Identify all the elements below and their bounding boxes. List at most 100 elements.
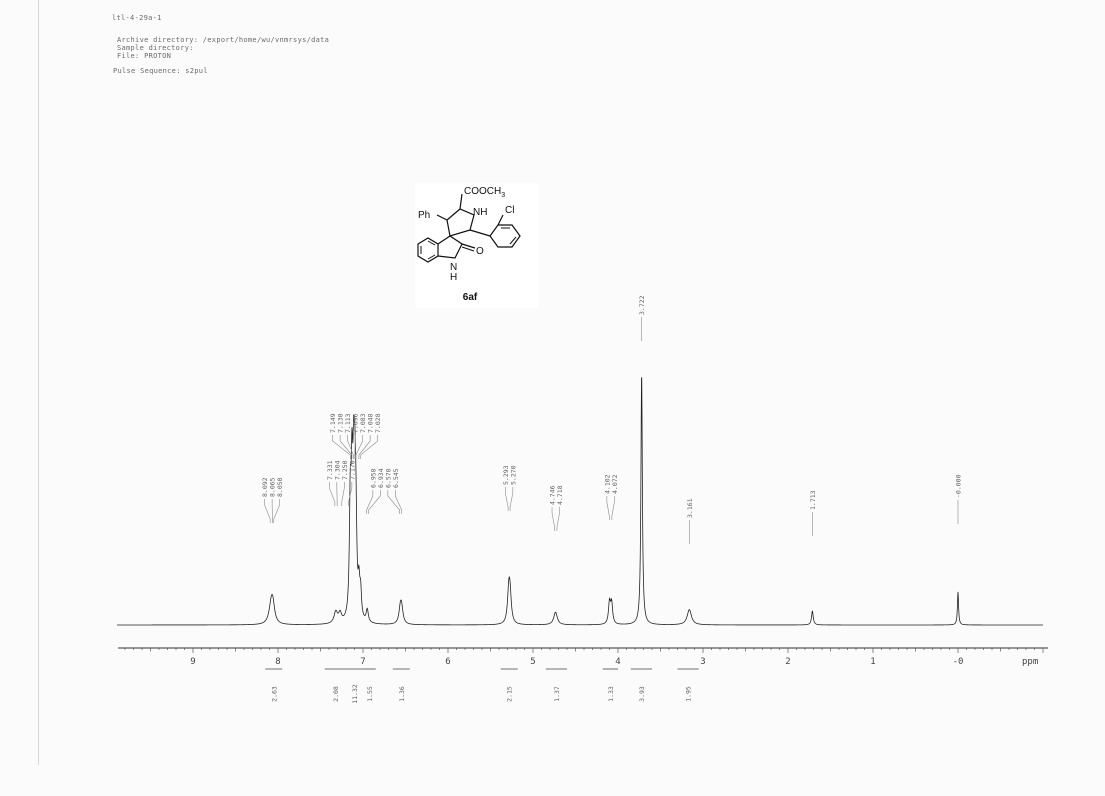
peak-connector — [264, 499, 271, 523]
peak-connector — [551, 507, 555, 531]
peak-label: 4.746 — [549, 485, 557, 505]
tick-label: 2 — [785, 657, 790, 667]
spectrum-trace — [117, 377, 1043, 626]
peak-label: 7.304 — [333, 460, 341, 480]
peak-label: 7.331 — [326, 460, 334, 480]
peak-connector — [348, 482, 353, 506]
archive-directory: Archive directory: /export/home/wu/vnmrs… — [117, 36, 330, 44]
carbonyl-bond — [461, 243, 476, 249]
scan-edge-line — [38, 0, 39, 765]
peak-label: 7.170 — [348, 460, 356, 480]
peak-connector — [611, 496, 615, 520]
peak-label: 7.048 — [367, 413, 375, 433]
peak-label: 5.270 — [509, 465, 517, 485]
peak-connector — [341, 482, 345, 506]
integral-value: 3.93 — [638, 686, 646, 702]
peak-connector — [339, 435, 353, 459]
axis-layer: 9 8 7 6 5 4 3 2 1 -0 ppm — [118, 647, 1048, 667]
peak-label: 8.050 — [276, 477, 284, 497]
pulse-sequence: Pulse Sequence: s2pul — [113, 67, 208, 75]
tick-label: 5 — [530, 657, 535, 667]
integral-value: 1.33 — [607, 686, 615, 702]
peak-label: -0.000 — [955, 474, 963, 498]
integral-value: 1.37 — [553, 686, 561, 702]
phenyl-label: Ph — [418, 210, 430, 221]
peak-connector — [332, 435, 351, 459]
peak-label: 5.293 — [502, 465, 510, 485]
peak-connector — [606, 496, 610, 520]
tick-label: 9 — [190, 657, 195, 667]
tick-label: 8 — [275, 657, 280, 667]
peak-connector — [347, 435, 354, 459]
x-axis-label: ppm — [1022, 657, 1038, 667]
sample-directory: Sample directory: — [117, 44, 194, 52]
peak-label: 7.096 — [352, 413, 360, 433]
tick-label: 6 — [445, 657, 450, 667]
lactam-h-label: H — [450, 272, 457, 283]
structure-background — [415, 183, 538, 308]
integral-value: 1.36 — [398, 686, 406, 702]
peak-label: 6.545 — [392, 468, 400, 488]
peak-label: 7.113 — [344, 413, 352, 433]
sample-id: ltl-4-29a-1 — [112, 14, 162, 22]
ester-label: COOCH3 — [464, 186, 505, 199]
nh-label: NH — [473, 207, 487, 218]
integral-value: 1.95 — [685, 686, 693, 702]
integral-value: 2.15 — [506, 686, 514, 702]
tick-label: -0 — [953, 657, 964, 667]
peak-label: 8.065 — [269, 477, 277, 497]
peak-label-layer: 8.092 8.065 8.050 7.331 7.304 7.250 7.170 7.149… — [261, 295, 963, 544]
aromatic-bond — [427, 254, 436, 260]
peak-label: 1.713 — [809, 490, 817, 510]
tick-label: 7 — [360, 657, 365, 667]
integral-value: 2.63 — [270, 686, 278, 702]
peak-label: 4.072 — [611, 474, 619, 494]
peak-label: 7.149 — [329, 413, 337, 433]
peak-connector — [358, 435, 371, 459]
peak-connector — [273, 499, 280, 523]
peak-connector — [360, 435, 378, 459]
phenyl-bond — [436, 214, 448, 221]
peak-connector — [366, 490, 374, 514]
peak-label: 6.570 — [384, 468, 392, 488]
peak-label: 7.130 — [337, 413, 345, 433]
lactam-n-label: N — [450, 262, 457, 273]
aromatic-bond — [427, 240, 436, 246]
ester-bond — [459, 193, 463, 210]
peak-label: 6.934 — [377, 468, 385, 488]
peak-connector — [395, 490, 402, 514]
peak-connector — [509, 487, 514, 511]
peak-label: 7.028 — [374, 413, 382, 433]
peak-connector — [505, 487, 509, 511]
integral-value: 11.32 — [351, 684, 359, 704]
tick-label: 4 — [615, 657, 620, 667]
peak-connector — [387, 490, 400, 514]
compound-label: 6af — [463, 292, 478, 303]
peak-label: 4.718 — [556, 485, 564, 505]
peak-label: 4.102 — [603, 474, 611, 494]
tick-label: 3 — [700, 657, 705, 667]
file-name: File: PROTON — [117, 52, 172, 60]
peak-label: 8.092 — [261, 477, 269, 497]
peak-connector — [355, 435, 363, 459]
carbonyl-bond-2 — [461, 246, 475, 252]
integral-layer: 2.63 2.08 11.32 1.55 1.36 2.15 1.37 1.33 3.93 1.9… — [265, 668, 699, 704]
structure-inset: COOCH3 Ph NH Cl N H O 6af — [415, 183, 538, 308]
tick-label: 1 — [870, 657, 875, 667]
peak-label: 3.722 — [638, 295, 646, 315]
pyrrolidine-ring — [446, 208, 475, 237]
peak-connector — [556, 507, 560, 531]
peak-label: 7.083 — [359, 413, 367, 433]
aromatic-bond — [509, 236, 517, 245]
peak-label: 3.161 — [686, 498, 694, 518]
aryl-bond — [469, 229, 491, 237]
peak-connector — [368, 490, 381, 514]
peak-label: 6.958 — [369, 468, 377, 488]
integral-value: 1.55 — [366, 686, 374, 702]
peak-label: 7.250 — [341, 460, 349, 480]
chloro-bond — [497, 214, 504, 226]
integral-value: 2.08 — [332, 686, 340, 702]
spectrum-layer — [117, 377, 1043, 626]
chlorine-label: Cl — [505, 205, 514, 216]
